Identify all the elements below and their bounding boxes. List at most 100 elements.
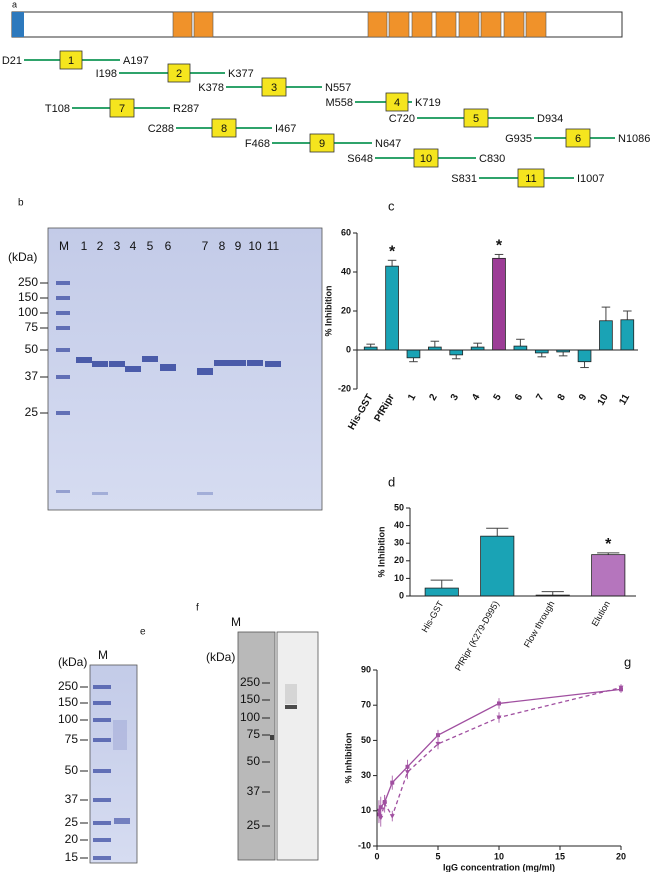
lane-label: 2 <box>97 239 104 253</box>
marker-label: 50 <box>25 342 39 356</box>
fragment-end: N647 <box>375 138 401 150</box>
x-tick-label: 5 <box>492 392 505 403</box>
bar <box>513 345 528 351</box>
panel-label: e <box>140 627 146 638</box>
ladder-band <box>56 296 70 300</box>
fragment-box <box>167 63 191 83</box>
fragment-start: C720 <box>389 113 415 125</box>
fragment-box <box>463 108 489 128</box>
unit-label: (kDa) <box>206 650 235 664</box>
fragment-box <box>109 98 135 118</box>
fragment-start: C288 <box>148 123 174 135</box>
ladder-band <box>93 798 111 802</box>
bar <box>480 535 515 597</box>
fragment-number: 4 <box>394 97 400 109</box>
series-line <box>378 688 622 815</box>
fragment-number: 1 <box>68 55 74 67</box>
data-point <box>382 801 388 807</box>
marker-label: 50 <box>65 763 79 777</box>
gel-band <box>197 492 213 495</box>
marker-label: 37 <box>65 792 79 806</box>
y-axis-label: % Inhibition <box>376 527 386 578</box>
panel-label: g <box>624 654 631 669</box>
lane-label: 3 <box>114 239 121 253</box>
bar <box>492 257 506 351</box>
ladder-band <box>93 685 111 689</box>
x-tick-label: 11 <box>617 392 632 407</box>
panel-label: b <box>18 198 24 209</box>
y-tick-label: 70 <box>361 700 371 710</box>
fragment-number: 8 <box>221 123 227 135</box>
bar <box>599 320 613 351</box>
gel-band <box>197 368 213 375</box>
y-tick-label: -10 <box>358 840 371 850</box>
y-tick-label: 0 <box>399 590 404 600</box>
x-tick-label: PfRipr <box>372 392 397 424</box>
fragment-end: R287 <box>173 103 199 115</box>
x-tick-label: His-GST <box>420 599 446 634</box>
gel-band <box>270 735 274 740</box>
fragment-number: 11 <box>525 173 536 185</box>
marker-label: 25 <box>65 815 79 829</box>
gel-band <box>125 366 141 372</box>
y-tick-label: 10 <box>361 805 371 815</box>
gel-band <box>56 490 70 493</box>
x-tick-label: 5 <box>435 851 440 861</box>
fragment-end: D934 <box>537 113 563 125</box>
lane-label: 10 <box>248 239 262 253</box>
lane-label: 4 <box>130 239 137 253</box>
gel-band <box>109 361 125 367</box>
fragment-box <box>309 133 335 153</box>
marker-label: 150 <box>18 290 38 304</box>
bar <box>424 587 459 597</box>
y-tick-label: 20 <box>341 305 351 315</box>
lane-label: 5 <box>147 239 154 253</box>
fragment-box <box>413 148 439 168</box>
x-tick-label: PfRipr (K279-D995) <box>453 599 501 672</box>
lane-label: 7 <box>202 239 209 253</box>
y-axis-label: % Inhibition <box>323 286 333 337</box>
gel-band <box>113 720 127 750</box>
x-tick-label: 1 <box>406 392 419 403</box>
data-point <box>496 715 502 721</box>
data-point <box>618 685 624 691</box>
data-point <box>405 770 410 775</box>
x-tick-label: 0 <box>374 851 379 861</box>
gel-band <box>265 361 281 367</box>
y-tick-label: 50 <box>361 735 371 745</box>
marker-label: 150 <box>58 695 78 709</box>
y-tick-label: 30 <box>361 770 371 780</box>
marker-label: 37 <box>247 784 261 798</box>
fragment-start: D21 <box>2 55 22 67</box>
ladder-band <box>56 326 70 330</box>
bar <box>620 319 635 351</box>
bar <box>385 265 399 351</box>
fragment-start: G935 <box>505 133 532 145</box>
lane-label: 8 <box>219 239 226 253</box>
data-point <box>435 741 441 747</box>
fragment-box <box>565 128 591 148</box>
gel-image <box>89 664 138 864</box>
ladder-band <box>56 375 70 379</box>
x-tick-label: 8 <box>556 392 569 403</box>
marker-label: 250 <box>240 675 260 689</box>
ladder-band <box>93 856 111 860</box>
fragment-start: F468 <box>245 138 270 150</box>
x-tick-label: 4 <box>470 392 483 403</box>
panel-label: f <box>196 603 199 614</box>
unit-label: (kDa) <box>8 250 37 264</box>
fragment-start: K378 <box>198 82 224 94</box>
x-tick-label: 15 <box>555 851 565 861</box>
fragment-box <box>59 50 83 70</box>
x-tick-label: 3 <box>449 392 462 403</box>
gel-band <box>247 360 263 366</box>
significance-star: * <box>496 238 503 255</box>
data-point <box>378 815 384 821</box>
significance-star: * <box>389 244 396 261</box>
x-tick-label: 10 <box>596 392 611 408</box>
fragment-end: K719 <box>415 97 441 109</box>
y-tick-label: -20 <box>338 383 351 393</box>
gel-band <box>114 818 130 824</box>
marker-label: 25 <box>247 818 261 832</box>
gel-band <box>214 360 230 366</box>
